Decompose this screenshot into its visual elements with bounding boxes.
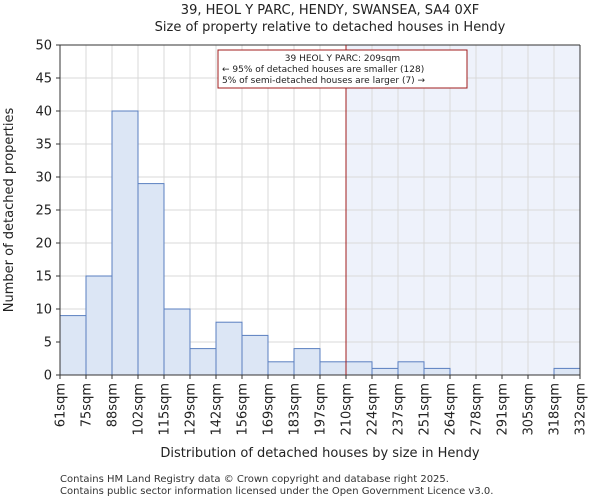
y-tick-label: 15 bbox=[35, 270, 52, 285]
annotation-line: ← 95% of detached houses are smaller (12… bbox=[222, 65, 424, 75]
x-tick-label: 197sqm bbox=[314, 383, 329, 436]
histogram-bar bbox=[241, 334, 269, 376]
x-tick-label: 142sqm bbox=[210, 383, 225, 436]
chart-title: 39, HEOL Y PARC, HENDY, SWANSEA, SA4 0XF bbox=[181, 3, 479, 18]
x-tick-label: 169sqm bbox=[262, 383, 277, 436]
x-tick-label: 129sqm bbox=[184, 383, 199, 436]
y-tick-label: 45 bbox=[35, 72, 52, 87]
histogram-bar bbox=[293, 348, 321, 376]
x-tick-label: 61sqm bbox=[54, 383, 69, 427]
x-tick-label: 237sqm bbox=[392, 383, 407, 436]
y-tick-label: 30 bbox=[35, 171, 52, 186]
y-tick-label: 20 bbox=[35, 237, 52, 252]
histogram-bar bbox=[397, 361, 425, 376]
histogram-bar bbox=[319, 361, 347, 376]
x-tick-label: 332sqm bbox=[574, 383, 589, 436]
x-tick-label: 318sqm bbox=[548, 383, 563, 436]
x-tick-label: 88sqm bbox=[106, 383, 121, 427]
x-tick-label: 156sqm bbox=[236, 383, 251, 436]
annotation-box bbox=[217, 49, 468, 89]
annotation-line: 39 HEOL Y PARC: 209sqm bbox=[285, 54, 400, 64]
x-tick-label: 115sqm bbox=[158, 383, 173, 436]
x-tick-label: 291sqm bbox=[496, 383, 511, 436]
histogram-bar bbox=[111, 110, 139, 376]
chart-subtitle: Size of property relative to detached ho… bbox=[155, 20, 506, 35]
x-tick-label: 102sqm bbox=[132, 383, 147, 436]
histogram-bar bbox=[85, 275, 113, 376]
x-axis-label: Distribution of detached houses by size … bbox=[160, 446, 479, 461]
y-tick-label: 35 bbox=[35, 138, 52, 153]
histogram-bar bbox=[137, 183, 165, 376]
histogram-bar bbox=[267, 361, 295, 376]
y-tick-label: 50 bbox=[35, 39, 52, 54]
y-tick-label: 40 bbox=[35, 105, 52, 120]
histogram-bar bbox=[553, 367, 581, 376]
x-tick-label: 75sqm bbox=[80, 383, 95, 427]
x-tick-label: 183sqm bbox=[288, 383, 303, 436]
x-tick-label: 305sqm bbox=[522, 383, 537, 436]
annotation-line: 5% of semi-detached houses are larger (7… bbox=[222, 76, 426, 86]
footer-line-1: Contains HM Land Registry data © Crown c… bbox=[60, 474, 449, 485]
y-axis-label: Number of detached properties bbox=[2, 108, 17, 313]
histogram-bar bbox=[59, 315, 87, 376]
histogram-bar bbox=[163, 308, 191, 376]
histogram-bar bbox=[189, 348, 217, 376]
histogram-bar bbox=[215, 321, 243, 376]
y-tick-label: 0 bbox=[44, 369, 52, 384]
x-tick-label: 278sqm bbox=[470, 383, 485, 436]
footer-line-2: Contains public sector information licen… bbox=[60, 486, 493, 497]
y-tick-label: 5 bbox=[44, 336, 52, 351]
y-tick-label: 10 bbox=[35, 303, 52, 318]
y-tick-label: 25 bbox=[35, 204, 52, 219]
histogram-bar bbox=[345, 361, 373, 376]
x-tick-label: 251sqm bbox=[418, 383, 433, 436]
x-tick-label: 224sqm bbox=[366, 383, 381, 436]
histogram-bar bbox=[423, 367, 451, 376]
x-tick-label: 264sqm bbox=[444, 383, 459, 436]
histogram-bar bbox=[371, 367, 399, 376]
x-tick-label: 210sqm bbox=[340, 383, 355, 436]
